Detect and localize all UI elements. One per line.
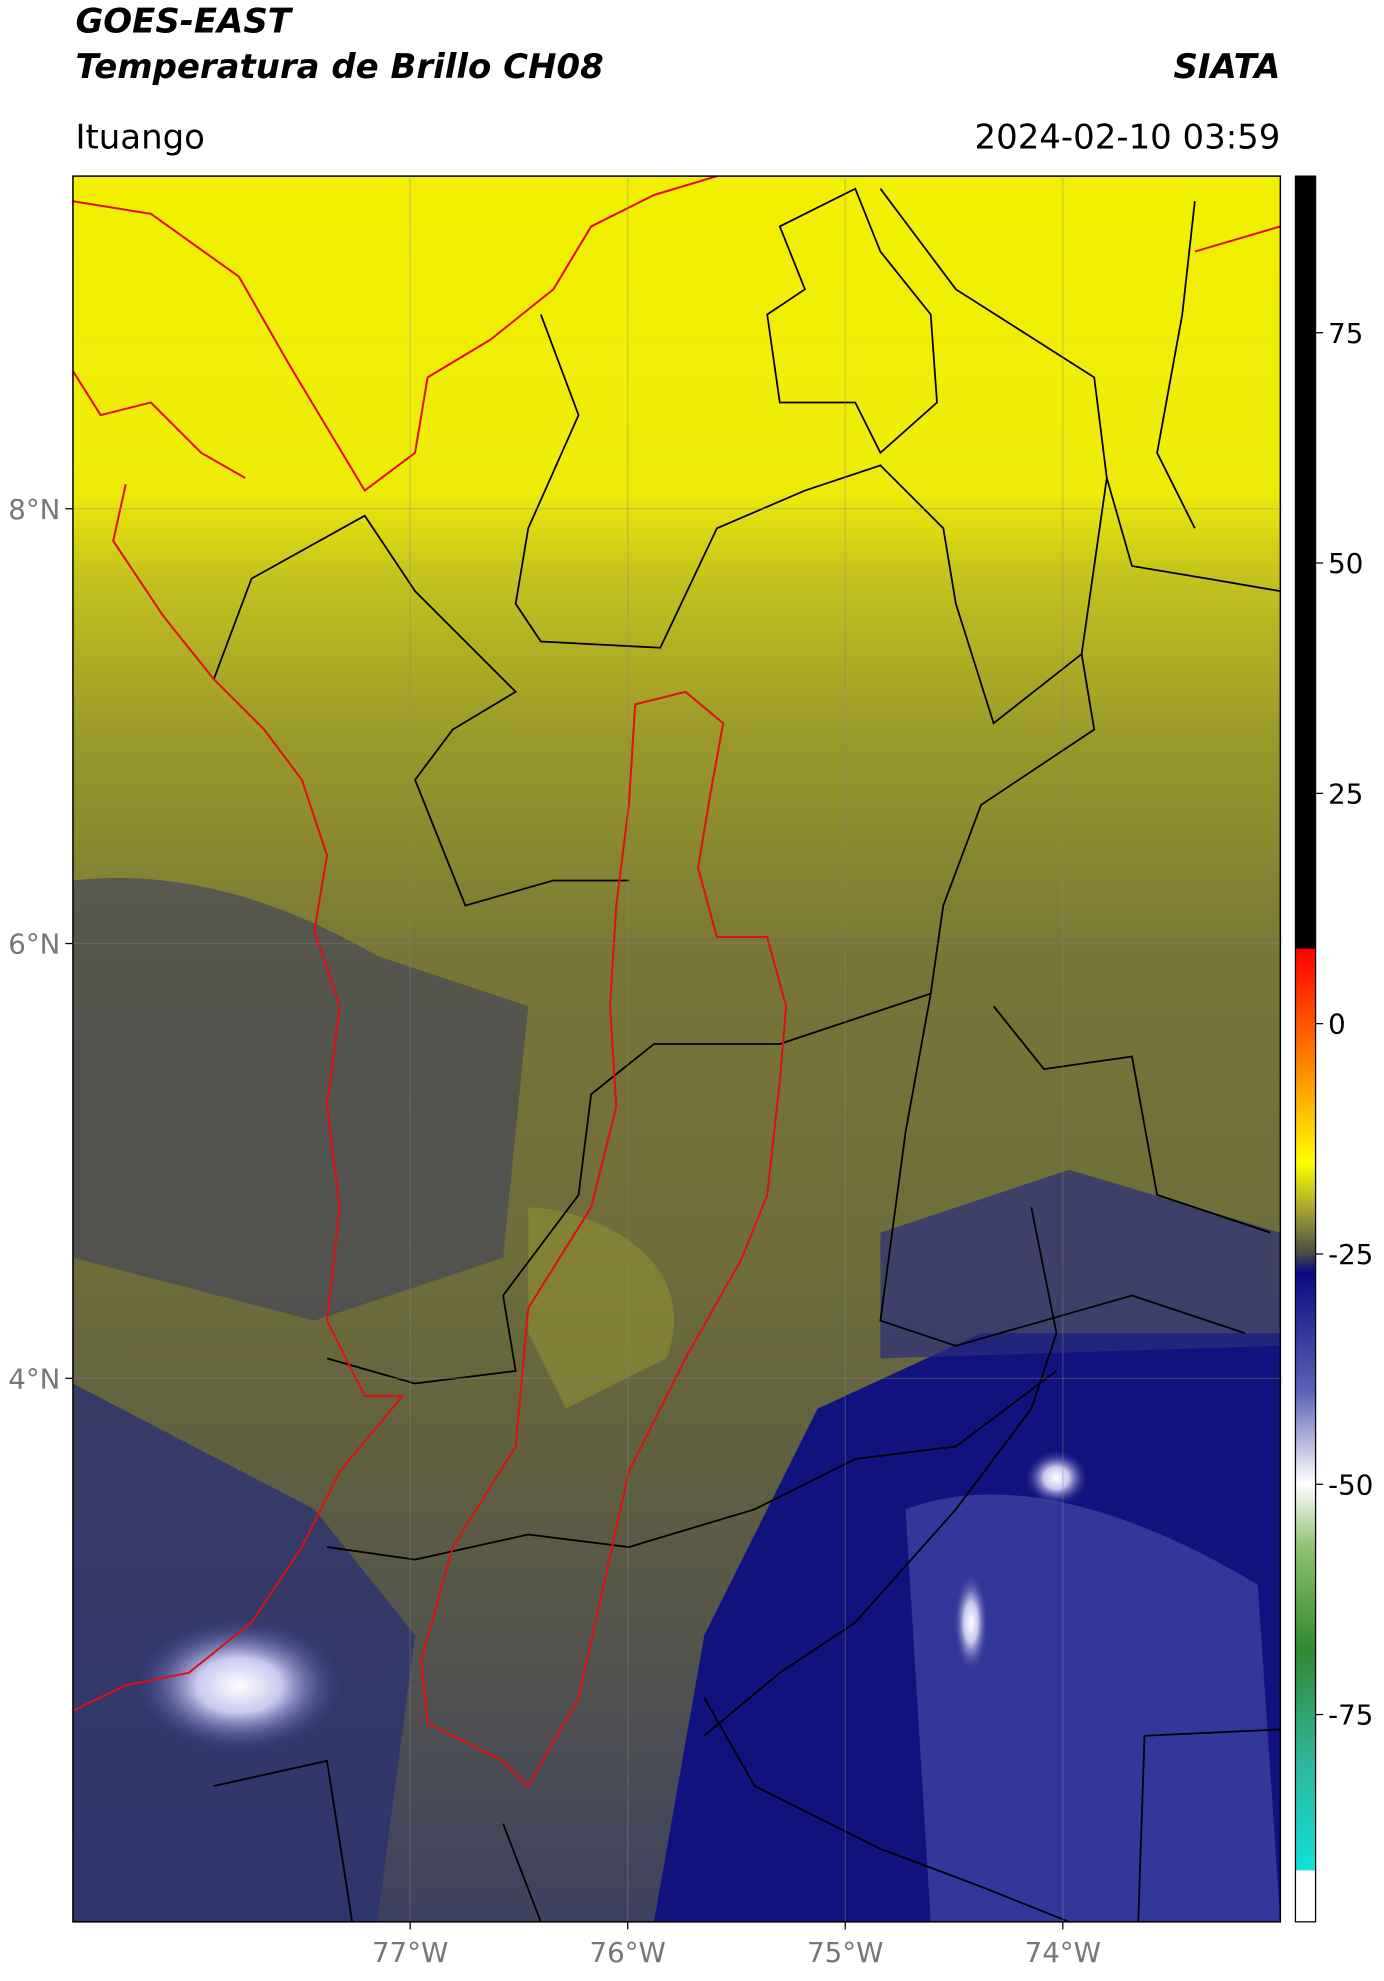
- colorbar-tick-label: 0: [1328, 1008, 1346, 1041]
- subtitle: Temperatura de Brillo CH08: [75, 47, 603, 87]
- colorbar-tick-label: -25: [1328, 1238, 1373, 1271]
- map-frame: [72, 175, 1282, 1923]
- y-tick-label: 4°N: [8, 1362, 60, 1395]
- y-tick-label: 6°N: [8, 928, 60, 961]
- x-tick-label: 76°W: [590, 1936, 666, 1969]
- colorbar-tick-label: 25: [1328, 777, 1363, 810]
- x-tick-label: 75°W: [807, 1936, 883, 1969]
- colorbar-tick-label: 50: [1328, 547, 1363, 580]
- colorbar-tick-label: -50: [1328, 1468, 1373, 1501]
- x-tick-label: 77°W: [372, 1936, 448, 1969]
- datetime: 2024-02-10 03:59: [975, 117, 1281, 157]
- x-tick-label: 74°W: [1025, 1936, 1101, 1969]
- title: GOES-EAST: [75, 2, 293, 42]
- y-tick-label: 8°N: [8, 493, 60, 526]
- colorbar-tick-label: 75: [1328, 317, 1363, 350]
- location: Ituango: [75, 117, 204, 157]
- source: SIATA: [1173, 47, 1280, 87]
- colorbar: [1294, 175, 1317, 1923]
- map-imagery: [72, 176, 1281, 1922]
- colorbar-tick-label: -75: [1328, 1699, 1373, 1732]
